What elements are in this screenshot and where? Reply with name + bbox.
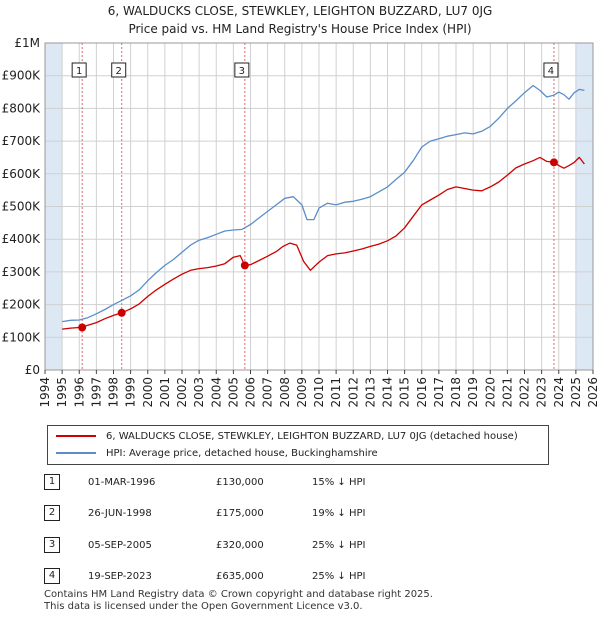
sale-marker-label: 1 bbox=[76, 66, 82, 77]
sale-row: 4 19-SEP-2023 £635,000 25% ↓ HPI bbox=[44, 568, 424, 586]
y-tick-label: £400K bbox=[2, 232, 42, 246]
x-tick-label: 2011 bbox=[329, 377, 343, 408]
sale-points bbox=[78, 158, 558, 332]
sale-marker-label: 4 bbox=[548, 66, 554, 77]
legend-label-property: 6, WALDUCKS CLOSE, STEWKLEY, LEIGHTON BU… bbox=[106, 431, 518, 442]
x-tick-label: 2006 bbox=[244, 377, 258, 408]
x-tick-label: 1997 bbox=[89, 377, 103, 408]
legend-swatch-hpi bbox=[56, 452, 96, 454]
footer: Contains HM Land Registry data © Crown c… bbox=[44, 589, 433, 613]
sale-point bbox=[117, 308, 126, 317]
title-line-2: Price paid vs. HM Land Registry's House … bbox=[128, 22, 472, 36]
x-tick-label: 2017 bbox=[432, 377, 446, 408]
x-tick-label: 1999 bbox=[124, 377, 138, 408]
legend: 6, WALDUCKS CLOSE, STEWKLEY, LEIGHTON BU… bbox=[47, 425, 549, 465]
x-tick-label: 2012 bbox=[346, 377, 360, 408]
x-tick-label: 2010 bbox=[312, 377, 326, 408]
sale-hpi-diff: 15% ↓ HPI bbox=[312, 477, 366, 488]
x-tick-label: 2014 bbox=[381, 377, 395, 408]
sale-marker-box bbox=[543, 62, 559, 78]
x-tick-label: 2009 bbox=[295, 377, 309, 408]
y-tick-label: £700K bbox=[2, 134, 42, 148]
y-tick-label: £900K bbox=[2, 69, 42, 83]
sale-hpi-diff: 25% ↓ HPI bbox=[312, 571, 366, 582]
x-tick-label: 2003 bbox=[192, 377, 206, 408]
x-tick-label: 2016 bbox=[415, 377, 429, 408]
x-tick-label: 1995 bbox=[55, 377, 69, 408]
x-axis-ticks: 1994 1995 1996 1997 1998 1999 2000 2001 2002 2003… bbox=[38, 370, 600, 408]
legend-item-hpi: HPI: Average price, detached house, Buck… bbox=[56, 446, 378, 462]
x-tick-label: 1998 bbox=[107, 377, 121, 408]
title-line-1: 6, WALDUCKS CLOSE, STEWKLEY, LEIGHTON BU… bbox=[107, 4, 493, 18]
legend-item-property: 6, WALDUCKS CLOSE, STEWKLEY, LEIGHTON BU… bbox=[56, 429, 518, 445]
chart-area: 1 2 3 4 £0 £100K £200K £300K £400K £500K £600K £70… bbox=[2, 36, 600, 408]
sale-number-badge: 2 bbox=[44, 505, 60, 521]
sale-number-badge: 4 bbox=[44, 568, 60, 584]
y-tick-label: £600K bbox=[2, 167, 42, 181]
x-tick-label: 2015 bbox=[398, 377, 412, 408]
sale-point bbox=[549, 158, 558, 167]
y-tick-label: £300K bbox=[2, 265, 42, 279]
sale-date: 26-JUN-1998 bbox=[88, 508, 152, 519]
sale-price: £635,000 bbox=[216, 571, 264, 582]
x-tick-label: 2026 bbox=[586, 377, 600, 408]
gridlines bbox=[44, 42, 594, 371]
sale-point bbox=[78, 323, 87, 332]
x-tick-label: 2008 bbox=[278, 377, 292, 408]
x-tick-label: 2005 bbox=[226, 377, 240, 408]
x-tick-label: 2019 bbox=[466, 377, 480, 408]
y-axis-ticks: £0 £100K £200K £300K £400K £500K £600K £700K £80… bbox=[2, 36, 42, 377]
x-tick-label: 2021 bbox=[500, 377, 514, 408]
y-tick-label: £200K bbox=[2, 298, 42, 312]
x-tick-label: 2001 bbox=[158, 377, 172, 408]
sale-point bbox=[240, 261, 249, 270]
y-tick-label: £0 bbox=[25, 363, 40, 377]
x-tick-label: 2002 bbox=[175, 377, 189, 408]
sale-marker-box bbox=[234, 62, 250, 78]
sale-hpi-diff: 25% ↓ HPI bbox=[312, 540, 366, 551]
sale-date: 05-SEP-2005 bbox=[88, 540, 152, 551]
x-tick-label: 2004 bbox=[209, 377, 223, 408]
x-tick-label: 2024 bbox=[552, 377, 566, 408]
chart-title: 6, WALDUCKS CLOSE, STEWKLEY, LEIGHTON BU… bbox=[0, 2, 600, 38]
sale-number-badge: 1 bbox=[44, 474, 60, 490]
series-line-hpi bbox=[62, 84, 585, 323]
legend-label-hpi: HPI: Average price, detached house, Buck… bbox=[106, 448, 378, 459]
footer-line-1: Contains HM Land Registry data © Crown c… bbox=[44, 589, 433, 600]
sale-date: 19-SEP-2023 bbox=[88, 571, 152, 582]
x-tick-label: 1996 bbox=[72, 377, 86, 408]
x-tick-label: 1994 bbox=[38, 377, 52, 408]
footer-line-2: This data is licensed under the Open Gov… bbox=[44, 601, 363, 612]
x-tick-label: 2013 bbox=[363, 377, 377, 408]
x-tick-label: 2025 bbox=[569, 377, 583, 408]
sale-marker-box bbox=[111, 62, 127, 78]
legend-swatch-property bbox=[56, 435, 96, 437]
x-tick-label: 2023 bbox=[535, 377, 549, 408]
sale-marker-label: 2 bbox=[116, 66, 122, 77]
x-tick-label: 2020 bbox=[483, 377, 497, 408]
x-tick-label: 2018 bbox=[449, 377, 463, 408]
x-tick-label: 2022 bbox=[518, 377, 532, 408]
x-tick-label: 2007 bbox=[261, 377, 275, 408]
sale-row: 2 26-JUN-1998 £175,000 19% ↓ HPI bbox=[44, 505, 424, 523]
sale-number-badge: 3 bbox=[44, 537, 60, 553]
sale-row: 1 01-MAR-1996 £130,000 15% ↓ HPI bbox=[44, 474, 424, 492]
sale-price: £175,000 bbox=[216, 508, 264, 519]
sale-row: 3 05-SEP-2005 £320,000 25% ↓ HPI bbox=[44, 537, 424, 555]
y-tick-label: £800K bbox=[2, 101, 42, 115]
sale-price: £320,000 bbox=[216, 540, 264, 551]
series-group bbox=[62, 84, 585, 330]
y-tick-label: £500K bbox=[2, 200, 42, 214]
sale-marker-label: 3 bbox=[239, 66, 245, 77]
sale-marker-box bbox=[71, 62, 87, 78]
sale-price: £130,000 bbox=[216, 477, 264, 488]
sale-markers: 1 2 3 4 bbox=[71, 62, 559, 78]
series-line-property bbox=[62, 156, 585, 330]
y-tick-label: £100K bbox=[2, 330, 42, 344]
sale-hpi-diff: 19% ↓ HPI bbox=[312, 508, 366, 519]
sale-date: 01-MAR-1996 bbox=[88, 477, 156, 488]
x-tick-label: 2000 bbox=[141, 377, 155, 408]
y-tick-label: £1M bbox=[14, 36, 40, 50]
